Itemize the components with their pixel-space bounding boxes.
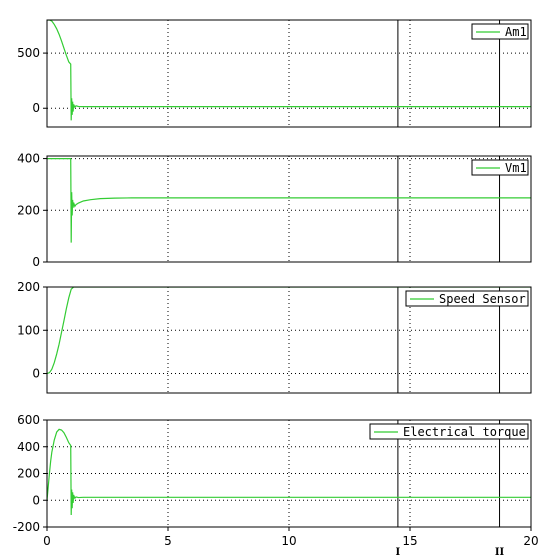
legend-label: Am1 bbox=[505, 25, 527, 39]
plot-frame bbox=[46, 419, 532, 528]
x-tick-label: 5 bbox=[164, 534, 172, 548]
series-line-speed-sensor bbox=[47, 287, 531, 375]
legend-label: Electrical torque bbox=[403, 425, 526, 439]
x-tick-label: 10 bbox=[281, 534, 296, 548]
x-tick-label: 0 bbox=[43, 534, 51, 548]
y-tick-label: 200 bbox=[17, 280, 40, 294]
y-tick-label: 500 bbox=[17, 46, 40, 60]
y-tick-label: 400 bbox=[17, 440, 40, 454]
y-tick-label: 0 bbox=[32, 101, 40, 115]
legend-label: Vm1 bbox=[505, 161, 527, 175]
plot-frame bbox=[46, 19, 532, 128]
cursor-label-2: II bbox=[495, 547, 505, 558]
legend-label: Speed Sensor bbox=[439, 292, 526, 306]
panel-2: 0 200 400 Vm1 bbox=[17, 152, 532, 269]
y-tick-label: 100 bbox=[17, 323, 40, 337]
series-line-am1 bbox=[47, 20, 531, 121]
y-tick-label: 0 bbox=[32, 367, 40, 381]
panel-3: 0 100 200 Speed Sensor bbox=[17, 280, 532, 394]
legend: Am1 bbox=[471, 23, 529, 40]
y-tick-label: 200 bbox=[17, 203, 40, 217]
legend-box bbox=[369, 423, 529, 440]
plot-frame bbox=[46, 286, 532, 394]
panel-1: 0 500 Am1 bbox=[17, 19, 532, 128]
legend-box bbox=[405, 290, 529, 307]
x-tick-label: 15 bbox=[402, 534, 417, 548]
series-line-vm1 bbox=[47, 157, 531, 243]
plot-frame bbox=[46, 155, 532, 263]
y-tick-label: 400 bbox=[17, 152, 40, 166]
y-tick-label: 200 bbox=[17, 467, 40, 481]
y-tick-label: 0 bbox=[32, 255, 40, 269]
series-line-electrical-torque bbox=[47, 428, 531, 515]
x-tick-label: 20 bbox=[523, 534, 538, 548]
y-tick-label: -200 bbox=[13, 520, 40, 534]
y-tick-label: 600 bbox=[17, 413, 40, 427]
cursor-label-1: I bbox=[396, 547, 401, 558]
y-tick-label: 0 bbox=[32, 493, 40, 507]
legend: Electrical torque bbox=[369, 423, 529, 440]
legend: Speed Sensor bbox=[405, 290, 529, 307]
legend: Vm1 bbox=[471, 159, 529, 176]
